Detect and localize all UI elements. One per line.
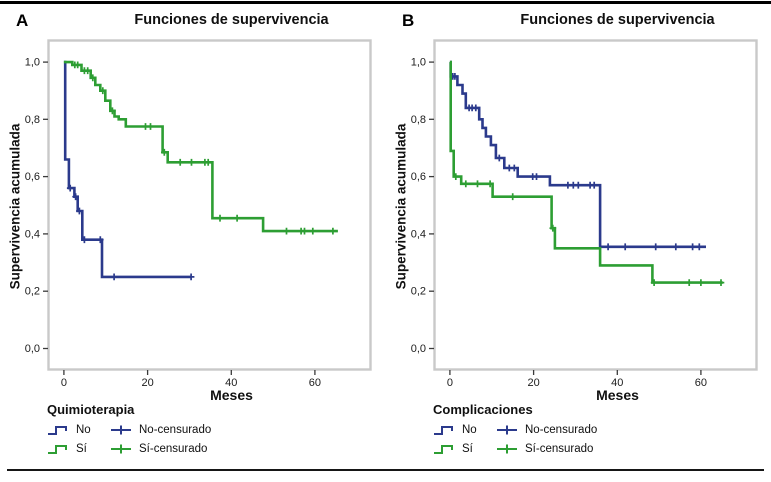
legend-row-no: No No-censurado: [47, 420, 211, 439]
legend-censored-item-glyph-path: [111, 425, 131, 434]
panel-b-legend-rows: No No-censurado Sí Sí-censurado: [433, 420, 597, 458]
y-tick-label: 0,0: [411, 343, 426, 355]
legend-row-sí: Sí Sí-censurado: [47, 439, 211, 458]
panel-b-x-axis-label: Meses: [596, 387, 639, 403]
x-tick-label: 40: [225, 377, 237, 389]
panel-b-title: Funciones de supervivencia: [520, 12, 715, 28]
legend-group-item-glyph-icon: [48, 425, 67, 435]
legend-censored-item-glyph-icon: [111, 444, 131, 453]
x-tick-label: 0: [447, 377, 453, 389]
y-tick-label: 1,0: [25, 57, 40, 69]
legend-censored-item-label: No-censurado: [139, 423, 212, 436]
legend-group-item: No: [433, 424, 496, 436]
legend-censored-item-glyph-icon: [497, 425, 517, 434]
legend-group-item-label: No: [76, 423, 91, 436]
legend-group-item: Sí: [47, 443, 110, 455]
x-tick-label: 20: [527, 377, 539, 389]
censor-marks-sí: [71, 61, 337, 235]
legend-group-item-glyph-path: [48, 425, 67, 435]
legend-group-item-glyph-path: [434, 425, 453, 435]
legend-censored-item-glyph-path: [111, 444, 131, 453]
panel-a-legend-rows: No No-censurado Sí Sí-censurado: [47, 420, 211, 458]
legend-group-item: Sí: [433, 443, 496, 455]
y-tick-label: 0,6: [411, 171, 426, 183]
y-tick-label: 1,0: [411, 57, 426, 69]
legend-censored-item: No-censurado: [110, 424, 211, 436]
y-tick-label: 0,4: [25, 228, 40, 240]
legend-group-item: No: [47, 424, 110, 436]
y-tick-label: 0,0: [25, 343, 40, 355]
legend-row-no: No No-censurado: [433, 420, 597, 439]
y-tick-label: 0,8: [411, 114, 426, 126]
legend-censored-item-glyph-icon: [497, 444, 517, 453]
legend-censored-item-label: No-censurado: [525, 423, 598, 436]
censor-marks-no: [449, 73, 703, 251]
legend-group-item-label: Sí: [462, 442, 473, 455]
y-tick-label: 0,6: [25, 171, 40, 183]
legend-group-item-glyph-path: [48, 444, 67, 454]
legend-censored-item: Sí-censurado: [496, 443, 593, 455]
x-tick-label: 0: [61, 377, 67, 389]
legend-group-item-label: No: [462, 423, 477, 436]
bottom-rule: [7, 469, 764, 471]
panel-a-survival-plot: 1,0 0,8 0,6 0,4 0,2 0,0 0 20 40 60: [25, 39, 372, 389]
panel-b-survival-plot: 1,0 0,8 0,6 0,4 0,2 0,0 0 20 40 60: [411, 39, 758, 389]
panel-a-legend-title: Quimioterapia: [47, 402, 135, 417]
legend-censored-item-glyph-path: [497, 425, 517, 434]
x-tick-label: 60: [695, 377, 707, 389]
panel-b-legend: Complicaciones No No-censurado Sí Sí-censur…: [433, 402, 597, 458]
panel-b-legend-title: Complicaciones: [433, 402, 533, 417]
y-tick-label: 0,2: [411, 286, 426, 298]
survival-curve-sí: [449, 60, 723, 284]
top-rule: [0, 1, 771, 4]
legend-censored-item-label: Sí-censurado: [139, 442, 208, 455]
panel-a-letter: A: [16, 11, 29, 30]
y-tick-label: 0,2: [25, 286, 40, 298]
legend-censored-item-label: Sí-censurado: [525, 442, 594, 455]
panel-a-title: Funciones de supervivencia: [134, 12, 329, 28]
x-tick-label: 20: [141, 377, 153, 389]
panel-b: B Funciones de supervivencia Supervivenc…: [386, 0, 771, 468]
x-tick-label: 60: [309, 377, 321, 389]
y-tick-label: 0,4: [411, 228, 426, 240]
legend-group-item-glyph-path: [434, 444, 453, 454]
censor-marks-no: [66, 184, 195, 281]
x-tick-label: 40: [611, 377, 623, 389]
panel-a-x-axis-label: Meses: [210, 387, 253, 403]
legend-censored-item-glyph-path: [497, 444, 517, 453]
legend-censored-item: Sí-censurado: [110, 443, 207, 455]
legend-censored-item: No-censurado: [496, 424, 597, 436]
panel-b-letter: B: [402, 11, 415, 30]
plot-frame: [47, 39, 372, 371]
legend-group-item-label: Sí: [76, 442, 87, 455]
legend-group-item-glyph-icon: [48, 444, 67, 454]
legend-row-sí: Sí Sí-censurado: [433, 439, 597, 458]
censor-marks-sí: [452, 173, 725, 286]
y-tick-label: 0,8: [25, 114, 40, 126]
panel-a-legend: Quimioterapia No No-censurado Sí Sí-censura…: [47, 402, 211, 458]
legend-censored-item-glyph-icon: [111, 425, 131, 434]
plot-frame: [433, 39, 758, 371]
legend-group-item-glyph-icon: [434, 444, 453, 454]
legend-group-item-glyph-icon: [434, 425, 453, 435]
panel-a: A Funciones de supervivencia Supervivenc…: [0, 0, 385, 468]
